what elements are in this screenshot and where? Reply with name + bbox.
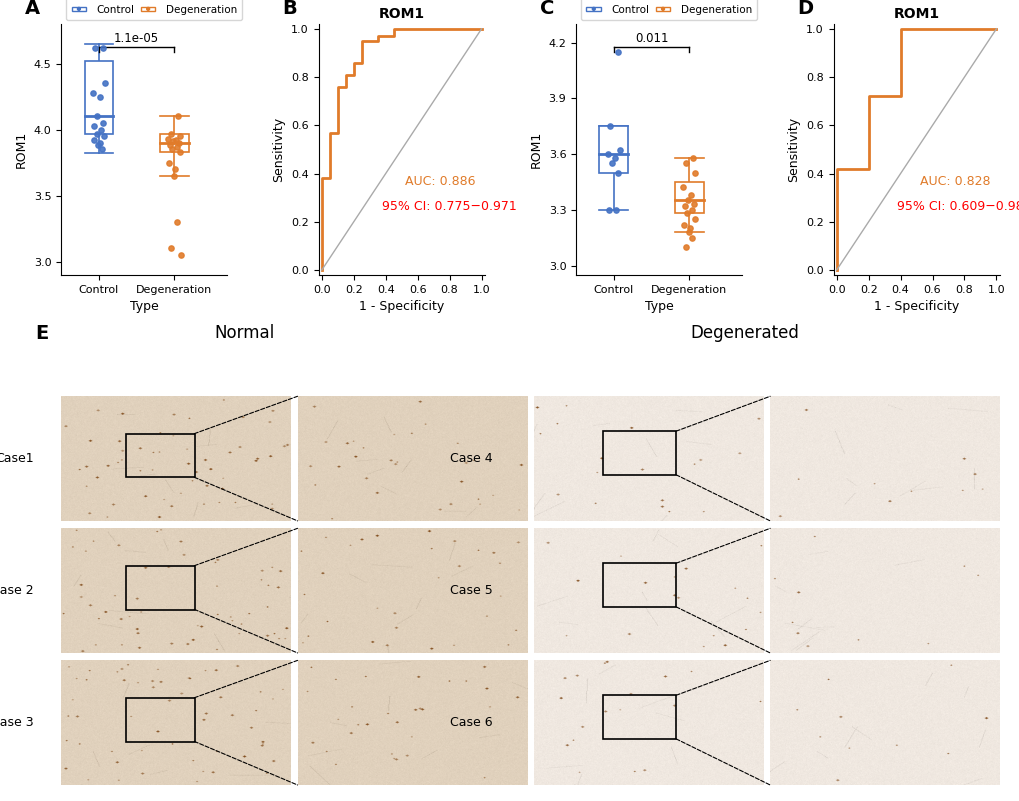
Bar — [125, 566, 195, 610]
Bar — [160, 134, 189, 152]
Text: Case 6: Case 6 — [449, 716, 492, 729]
Text: 1.1e-05: 1.1e-05 — [114, 32, 159, 46]
Bar — [675, 182, 703, 214]
Text: Case 5: Case 5 — [449, 584, 492, 597]
X-axis label: 1 - Specificity: 1 - Specificity — [873, 300, 958, 313]
Title: ROM1: ROM1 — [893, 7, 938, 22]
Bar — [125, 434, 195, 477]
Y-axis label: ROM1: ROM1 — [530, 131, 542, 168]
Bar — [602, 432, 676, 475]
Text: Case 3: Case 3 — [0, 716, 34, 729]
Bar — [85, 61, 113, 134]
Text: Case 2: Case 2 — [0, 584, 34, 597]
Legend: Control, Degeneration: Control, Degeneration — [581, 0, 756, 20]
Text: B: B — [282, 0, 297, 18]
Bar — [125, 698, 195, 742]
Text: 95% CI: 0.609−0.985: 95% CI: 0.609−0.985 — [896, 199, 1019, 212]
Text: 95% CI: 0.775−0.971: 95% CI: 0.775−0.971 — [381, 199, 516, 212]
Bar — [602, 695, 676, 739]
Y-axis label: Sensitivity: Sensitivity — [272, 117, 285, 182]
Text: AUC: 0.828: AUC: 0.828 — [919, 175, 989, 187]
X-axis label: Type: Type — [644, 300, 673, 313]
Text: A: A — [24, 0, 40, 18]
Text: E: E — [36, 324, 49, 344]
Text: Normal: Normal — [214, 324, 275, 342]
Text: 0.011: 0.011 — [634, 32, 667, 46]
Legend: Control, Degeneration: Control, Degeneration — [66, 0, 243, 20]
Text: Case1: Case1 — [0, 452, 34, 465]
Title: ROM1: ROM1 — [378, 7, 424, 22]
Text: AUC: 0.886: AUC: 0.886 — [405, 175, 475, 187]
Text: Case 4: Case 4 — [449, 452, 492, 465]
Text: C: C — [539, 0, 553, 18]
Y-axis label: ROM1: ROM1 — [15, 131, 29, 168]
Bar — [602, 563, 676, 607]
X-axis label: 1 - Specificity: 1 - Specificity — [359, 300, 444, 313]
X-axis label: Type: Type — [129, 300, 159, 313]
Text: Degenerated: Degenerated — [690, 324, 798, 342]
Bar — [599, 127, 628, 173]
Y-axis label: Sensitivity: Sensitivity — [787, 117, 800, 182]
Text: D: D — [796, 0, 812, 18]
